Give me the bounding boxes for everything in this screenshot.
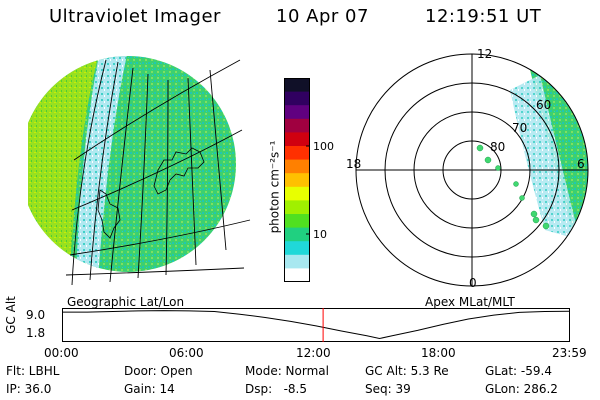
info-dsp: Dsp: -8.5 [245, 382, 308, 396]
gc-alt-ytick-min: 1.8 [26, 326, 46, 340]
instrument-title: Ultraviolet Imager [49, 6, 221, 27]
colorbar-band [284, 118, 310, 133]
colorbar [284, 78, 310, 282]
mlt-label-6: 6 [577, 157, 585, 171]
colorbar-band [284, 132, 310, 147]
gc-alt-curve [62, 310, 570, 340]
geographic-panel-label: Geographic Lat/Lon [67, 295, 185, 309]
polar-auroral-image [510, 70, 588, 240]
gc-alt-xtick-0: 00:00 [44, 346, 79, 360]
colorbar-band [284, 227, 310, 242]
gc-alt-xtick-3: 18:00 [421, 346, 456, 360]
colorbar-band [284, 159, 310, 174]
info-seq: Seq: 39 [365, 382, 411, 396]
colorbar-tick-100: 100 [313, 140, 334, 153]
time-label: 12:19:51 UT [425, 6, 542, 27]
colorbar-band [284, 241, 310, 256]
mlat-label-80: 80 [490, 140, 506, 154]
gc-alt-xtick-4: 23:59 [552, 346, 587, 360]
info-ip: IP: 36.0 [6, 382, 52, 396]
apex-panel-label: Apex MLat/MLT [425, 295, 515, 309]
gc-alt-axis-label: GC Alt [3, 296, 18, 334]
polar-plot [355, 53, 589, 287]
gc-alt-xtick-1: 06:00 [169, 346, 204, 360]
colorbar-band [284, 78, 310, 93]
info-gain: Gain: 14 [124, 382, 175, 396]
colorbar-band [284, 186, 310, 201]
mlat-label-70: 70 [512, 121, 528, 135]
info-door: Door: Open [124, 364, 193, 378]
polar-grid [355, 53, 589, 287]
colorbar-band [284, 268, 310, 282]
colorbar-band [284, 146, 310, 161]
colorbar-band [284, 91, 310, 106]
info-gc-alt: GC Alt: 5.3 Re [365, 364, 449, 378]
mlat-label-60: 60 [536, 98, 552, 112]
mlt-label-12: 12 [477, 47, 493, 61]
mlt-label-18: 18 [346, 157, 362, 171]
info-mode: Mode: Normal [245, 364, 329, 378]
date-label: 10 Apr 07 [276, 6, 369, 27]
colorbar-band [284, 214, 310, 229]
gc-alt-plot [62, 308, 570, 342]
colorbar-band [284, 254, 310, 269]
gc-alt-xtick-2: 12:00 [296, 346, 331, 360]
info-flt: Flt: LBHL [6, 364, 60, 378]
lat-lon-grid [65, 59, 251, 286]
auroral-image [28, 56, 236, 272]
info-glon: GLon: 286.2 [485, 382, 558, 396]
gc-alt-ytick-max: 9.0 [26, 308, 46, 322]
colorbar-unit-label: photon cm⁻²s⁻¹ [267, 140, 282, 234]
colorbar-tick-10: 10 [313, 228, 327, 241]
info-glat: GLat: -59.4 [485, 364, 552, 378]
colorbar-band [284, 105, 310, 120]
coastline [97, 147, 205, 239]
auroral-spots [476, 144, 550, 230]
mlt-label-0: 0 [469, 276, 477, 290]
colorbar-band [284, 173, 310, 188]
colorbar-band [284, 200, 310, 215]
geographic-image-panel [28, 56, 251, 286]
